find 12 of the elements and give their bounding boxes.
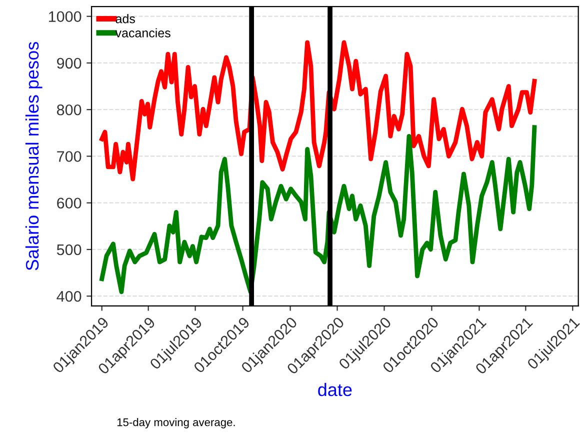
y-tick-label: 700 [57,151,82,162]
y-axis-title: Salario mensual miles pesos [25,42,42,270]
y-tick-label: 600 [57,198,82,209]
x-axis-title: date [318,382,352,396]
y-tick-label: 500 [56,244,82,256]
y-tick-label: 800 [56,104,82,116]
y-tick-label: 900 [57,58,82,69]
line-series [100,125,537,294]
y-tick-label: 1000 [48,11,82,22]
text: 15-day moving average. [117,418,235,428]
y-tick-label: 400 [56,290,82,302]
line-series [100,40,537,182]
